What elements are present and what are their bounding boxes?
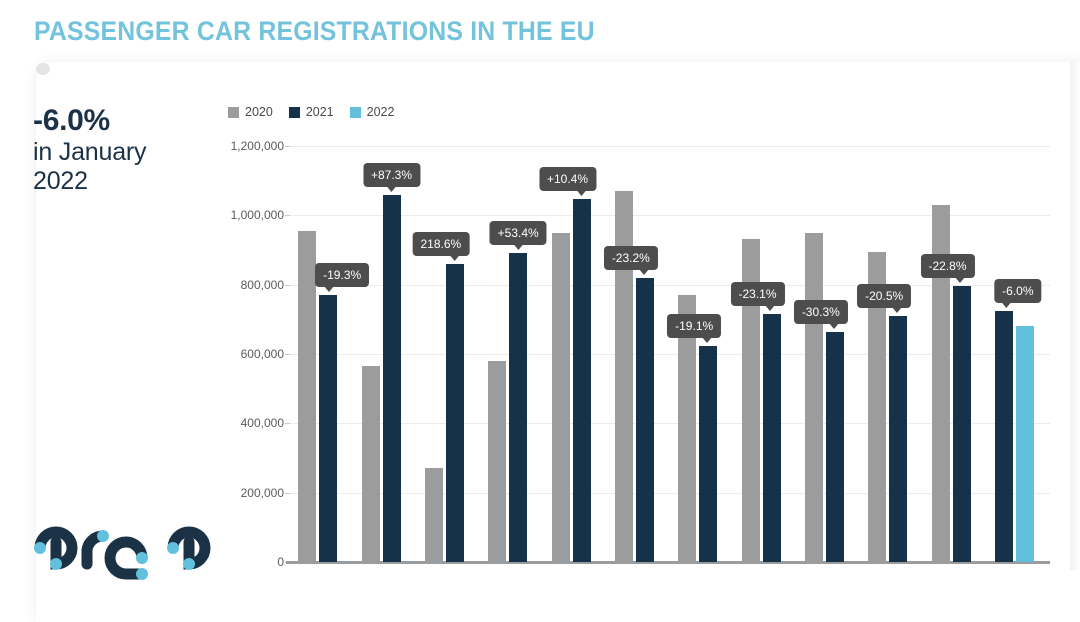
y-axis-tick-label: 800,000 — [240, 277, 284, 292]
y-axis-tick-mark — [285, 215, 290, 217]
bar-2021-group-9[interactable] — [825, 332, 844, 562]
legend-label-2022: 2022 — [366, 105, 395, 119]
card-right-edge — [1070, 62, 1080, 570]
data-label-callout-group-7: -19.1% — [667, 314, 722, 344]
legend-label-2020: 2020 — [245, 105, 273, 119]
bar-2021-group-6[interactable] — [635, 277, 654, 562]
data-label-callout-group-11: -22.8% — [920, 254, 975, 284]
y-axis-tick-label: 0 — [277, 555, 284, 569]
legend-swatch-2021 — [288, 106, 300, 118]
bar-2022-group-12[interactable] — [1015, 325, 1034, 562]
bar-2021-group-11[interactable] — [952, 286, 971, 562]
y-axis-tick-mark — [285, 284, 290, 286]
bar-2020-group-2[interactable] — [361, 366, 380, 562]
legend-item-2020[interactable]: 2020 — [228, 105, 273, 119]
data-label-callout-group-8: -23.1% — [730, 282, 785, 312]
headline-period-line1: in January — [33, 138, 147, 167]
gridline — [290, 354, 1050, 355]
bar-2021-group-12[interactable] — [994, 310, 1013, 562]
y-axis-tick-label: 400,000 — [240, 416, 284, 431]
gridline — [290, 423, 1050, 425]
gridline — [290, 284, 1050, 286]
legend-swatch-2020 — [228, 106, 239, 118]
data-label-callout-group-1: -19.3% — [315, 263, 370, 293]
page-title: PASSENGER CAR REGISTRATIONS IN THE EU — [34, 16, 595, 46]
bar-2021-group-7[interactable] — [699, 346, 718, 562]
bar-2020-group-10[interactable] — [868, 252, 887, 562]
bar-2021-group-1[interactable] — [319, 295, 338, 562]
data-label-callout-group-12: -6.0% — [994, 278, 1042, 308]
data-label-callout-group-2: +87.3% — [362, 162, 421, 192]
data-label-callout-group-3: 218.6% — [412, 231, 470, 261]
headline-value: -6.0% — [33, 104, 110, 137]
y-axis-tick-mark — [285, 492, 290, 494]
legend-item-2022[interactable]: 2022 — [349, 105, 395, 119]
data-label-callout-group-4: +53.4% — [489, 221, 547, 251]
bar-2020-group-6[interactable] — [614, 191, 633, 562]
card-handle-dot — [36, 63, 50, 75]
legend-swatch-2022 — [349, 106, 361, 118]
bar-2020-group-4[interactable] — [488, 360, 507, 562]
bar-2021-group-8[interactable] — [762, 314, 781, 562]
y-axis-tick-mark — [285, 354, 290, 355]
legend-item-2021[interactable]: 2021 — [288, 105, 334, 119]
legend-label-2021: 2021 — [305, 105, 334, 119]
bar-2020-group-5[interactable] — [551, 232, 570, 562]
headline-block: -6.0% in January 2022 — [33, 104, 223, 195]
gridline — [290, 492, 1050, 494]
chart-legend: 2020 2021 2022 — [228, 105, 394, 119]
bar-2021-group-10[interactable] — [889, 315, 908, 562]
y-axis-tick-label: 200,000 — [240, 485, 284, 500]
y-axis: 1,200,000 1,000,000 800,000 600,000 400,000 2… — [200, 139, 290, 569]
data-label-callout-group-6: -23.2% — [603, 245, 658, 275]
x-axis-line — [286, 561, 1050, 564]
y-axis-tick-label: 1,200,000 — [230, 139, 284, 153]
data-label-callout-group-9: -30.3% — [793, 300, 848, 330]
y-axis-tick-mark — [285, 146, 290, 147]
gridline — [290, 215, 1050, 217]
y-axis-tick-label: 1,000,000 — [230, 208, 284, 223]
y-axis-tick-mark — [285, 423, 290, 425]
bar-2020-group-9[interactable] — [804, 232, 823, 562]
headline-period-line2: 2022 — [33, 166, 88, 195]
bar-2021-group-2[interactable] — [382, 194, 401, 562]
bar-2020-group-11[interactable] — [931, 204, 950, 562]
bar-2020-group-8[interactable] — [741, 238, 760, 562]
data-label-callout-group-10: -20.5% — [857, 283, 912, 313]
bar-2020-group-7[interactable] — [678, 295, 697, 562]
bar-2021-group-5[interactable] — [572, 198, 591, 562]
bar-2021-group-4[interactable] — [509, 253, 528, 562]
bar-2021-group-3[interactable] — [445, 263, 464, 562]
acea-logo — [34, 526, 211, 580]
y-axis-tick-label: 600,000 — [240, 347, 284, 361]
data-label-callout-group-5: +10.4% — [538, 166, 597, 196]
plot-area: -19.3% +87.3% 218.6% +53.4% +10.4% -23.2% -19.… — [286, 146, 1050, 564]
bar-2020-group-3[interactable] — [424, 468, 443, 562]
gridline — [290, 146, 1050, 147]
bar-2020-group-1[interactable] — [298, 230, 317, 562]
